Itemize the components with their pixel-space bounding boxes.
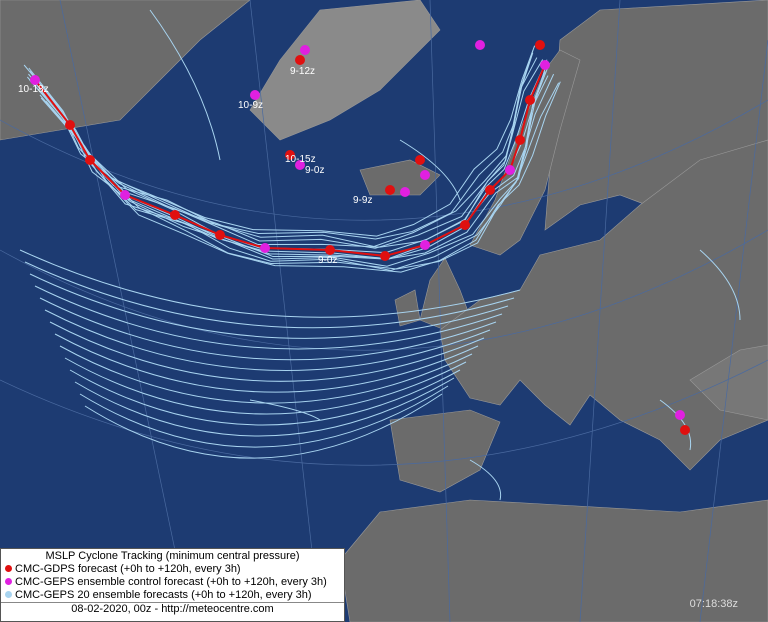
legend-label: CMC-GEPS ensemble control forecast (+0h … bbox=[15, 575, 327, 588]
footer: 08-02-2020, 00z - http://meteocentre.com bbox=[1, 602, 344, 615]
legend-title: MSLP Cyclone Tracking (minimum central p… bbox=[45, 550, 300, 562]
ensemble-track bbox=[74, 377, 455, 437]
ensemble-track bbox=[59, 345, 473, 404]
ensemble-track bbox=[19, 249, 521, 318]
ensemble-track bbox=[44, 309, 491, 371]
track-point bbox=[475, 40, 485, 50]
track-point bbox=[485, 185, 495, 195]
track-point bbox=[460, 220, 470, 230]
map-label: 9-0z bbox=[305, 165, 324, 176]
track-point bbox=[420, 240, 430, 250]
track-point bbox=[295, 160, 305, 170]
map-label: 9-12z bbox=[290, 66, 315, 77]
legend-swatch bbox=[5, 565, 12, 572]
ensemble-track bbox=[39, 297, 497, 361]
ensemble-track bbox=[34, 285, 503, 350]
ensemble-track bbox=[49, 321, 485, 382]
ensemble-track bbox=[699, 249, 741, 321]
track-point bbox=[65, 120, 75, 130]
map-label: 9-0z bbox=[318, 255, 337, 266]
track-point bbox=[505, 165, 515, 175]
track-point bbox=[380, 251, 390, 261]
track-point bbox=[680, 425, 690, 435]
map-label: 10-9z bbox=[238, 100, 263, 111]
legend-swatch bbox=[5, 591, 12, 598]
ensemble-track bbox=[399, 139, 461, 201]
track-point bbox=[420, 170, 430, 180]
track-point bbox=[300, 45, 310, 55]
track-point bbox=[415, 155, 425, 165]
ensemble-track bbox=[64, 357, 467, 415]
map-label: 9-9z bbox=[353, 195, 372, 206]
legend-label: CMC-GDPS forecast (+0h to +120h, every 3… bbox=[15, 562, 241, 575]
track-point bbox=[30, 75, 40, 85]
ensemble-track bbox=[29, 273, 509, 339]
track-point bbox=[325, 245, 335, 255]
track-point bbox=[525, 95, 535, 105]
track-point bbox=[535, 40, 545, 50]
ensemble-track bbox=[69, 369, 461, 426]
ensemble-track bbox=[659, 399, 692, 451]
ensemble-track bbox=[54, 333, 479, 393]
legend-swatch bbox=[5, 578, 12, 585]
legend-label: CMC-GEPS 20 ensemble forecasts (+0h to +… bbox=[15, 588, 312, 601]
legend-item: CMC-GEPS 20 ensemble forecasts (+0h to +… bbox=[1, 588, 344, 601]
ensemble-track bbox=[249, 399, 321, 421]
timestamp: 07:18:38z bbox=[689, 598, 738, 610]
legend: MSLP Cyclone Tracking (minimum central p… bbox=[0, 548, 345, 622]
ensemble-track bbox=[26, 59, 544, 248]
track-point bbox=[385, 185, 395, 195]
track-point bbox=[250, 90, 260, 100]
legend-item: CMC-GDPS forecast (+0h to +120h, every 3… bbox=[1, 562, 344, 575]
track-point bbox=[675, 410, 685, 420]
ensemble-track bbox=[24, 261, 515, 329]
ensemble-tracks bbox=[19, 9, 741, 501]
legend-item: CMC-GEPS ensemble control forecast (+0h … bbox=[1, 575, 344, 588]
ensemble-track bbox=[84, 393, 443, 459]
map-label: 10-15z bbox=[285, 154, 316, 165]
track-point bbox=[540, 60, 550, 70]
map-label: 10-18z bbox=[18, 84, 49, 95]
track-point bbox=[515, 135, 525, 145]
track-point bbox=[215, 230, 225, 240]
ensemble-track bbox=[79, 385, 449, 448]
track-point bbox=[295, 55, 305, 65]
track-point bbox=[400, 187, 410, 197]
track-points bbox=[30, 40, 690, 435]
ensemble-track bbox=[29, 59, 548, 254]
track-point bbox=[120, 190, 130, 200]
track-point bbox=[170, 210, 180, 220]
track-point bbox=[85, 155, 95, 165]
gdps-track bbox=[34, 64, 546, 258]
track-point bbox=[285, 150, 295, 160]
track-point bbox=[260, 243, 270, 253]
ensemble-track bbox=[149, 9, 221, 161]
ensemble-track bbox=[469, 459, 502, 501]
